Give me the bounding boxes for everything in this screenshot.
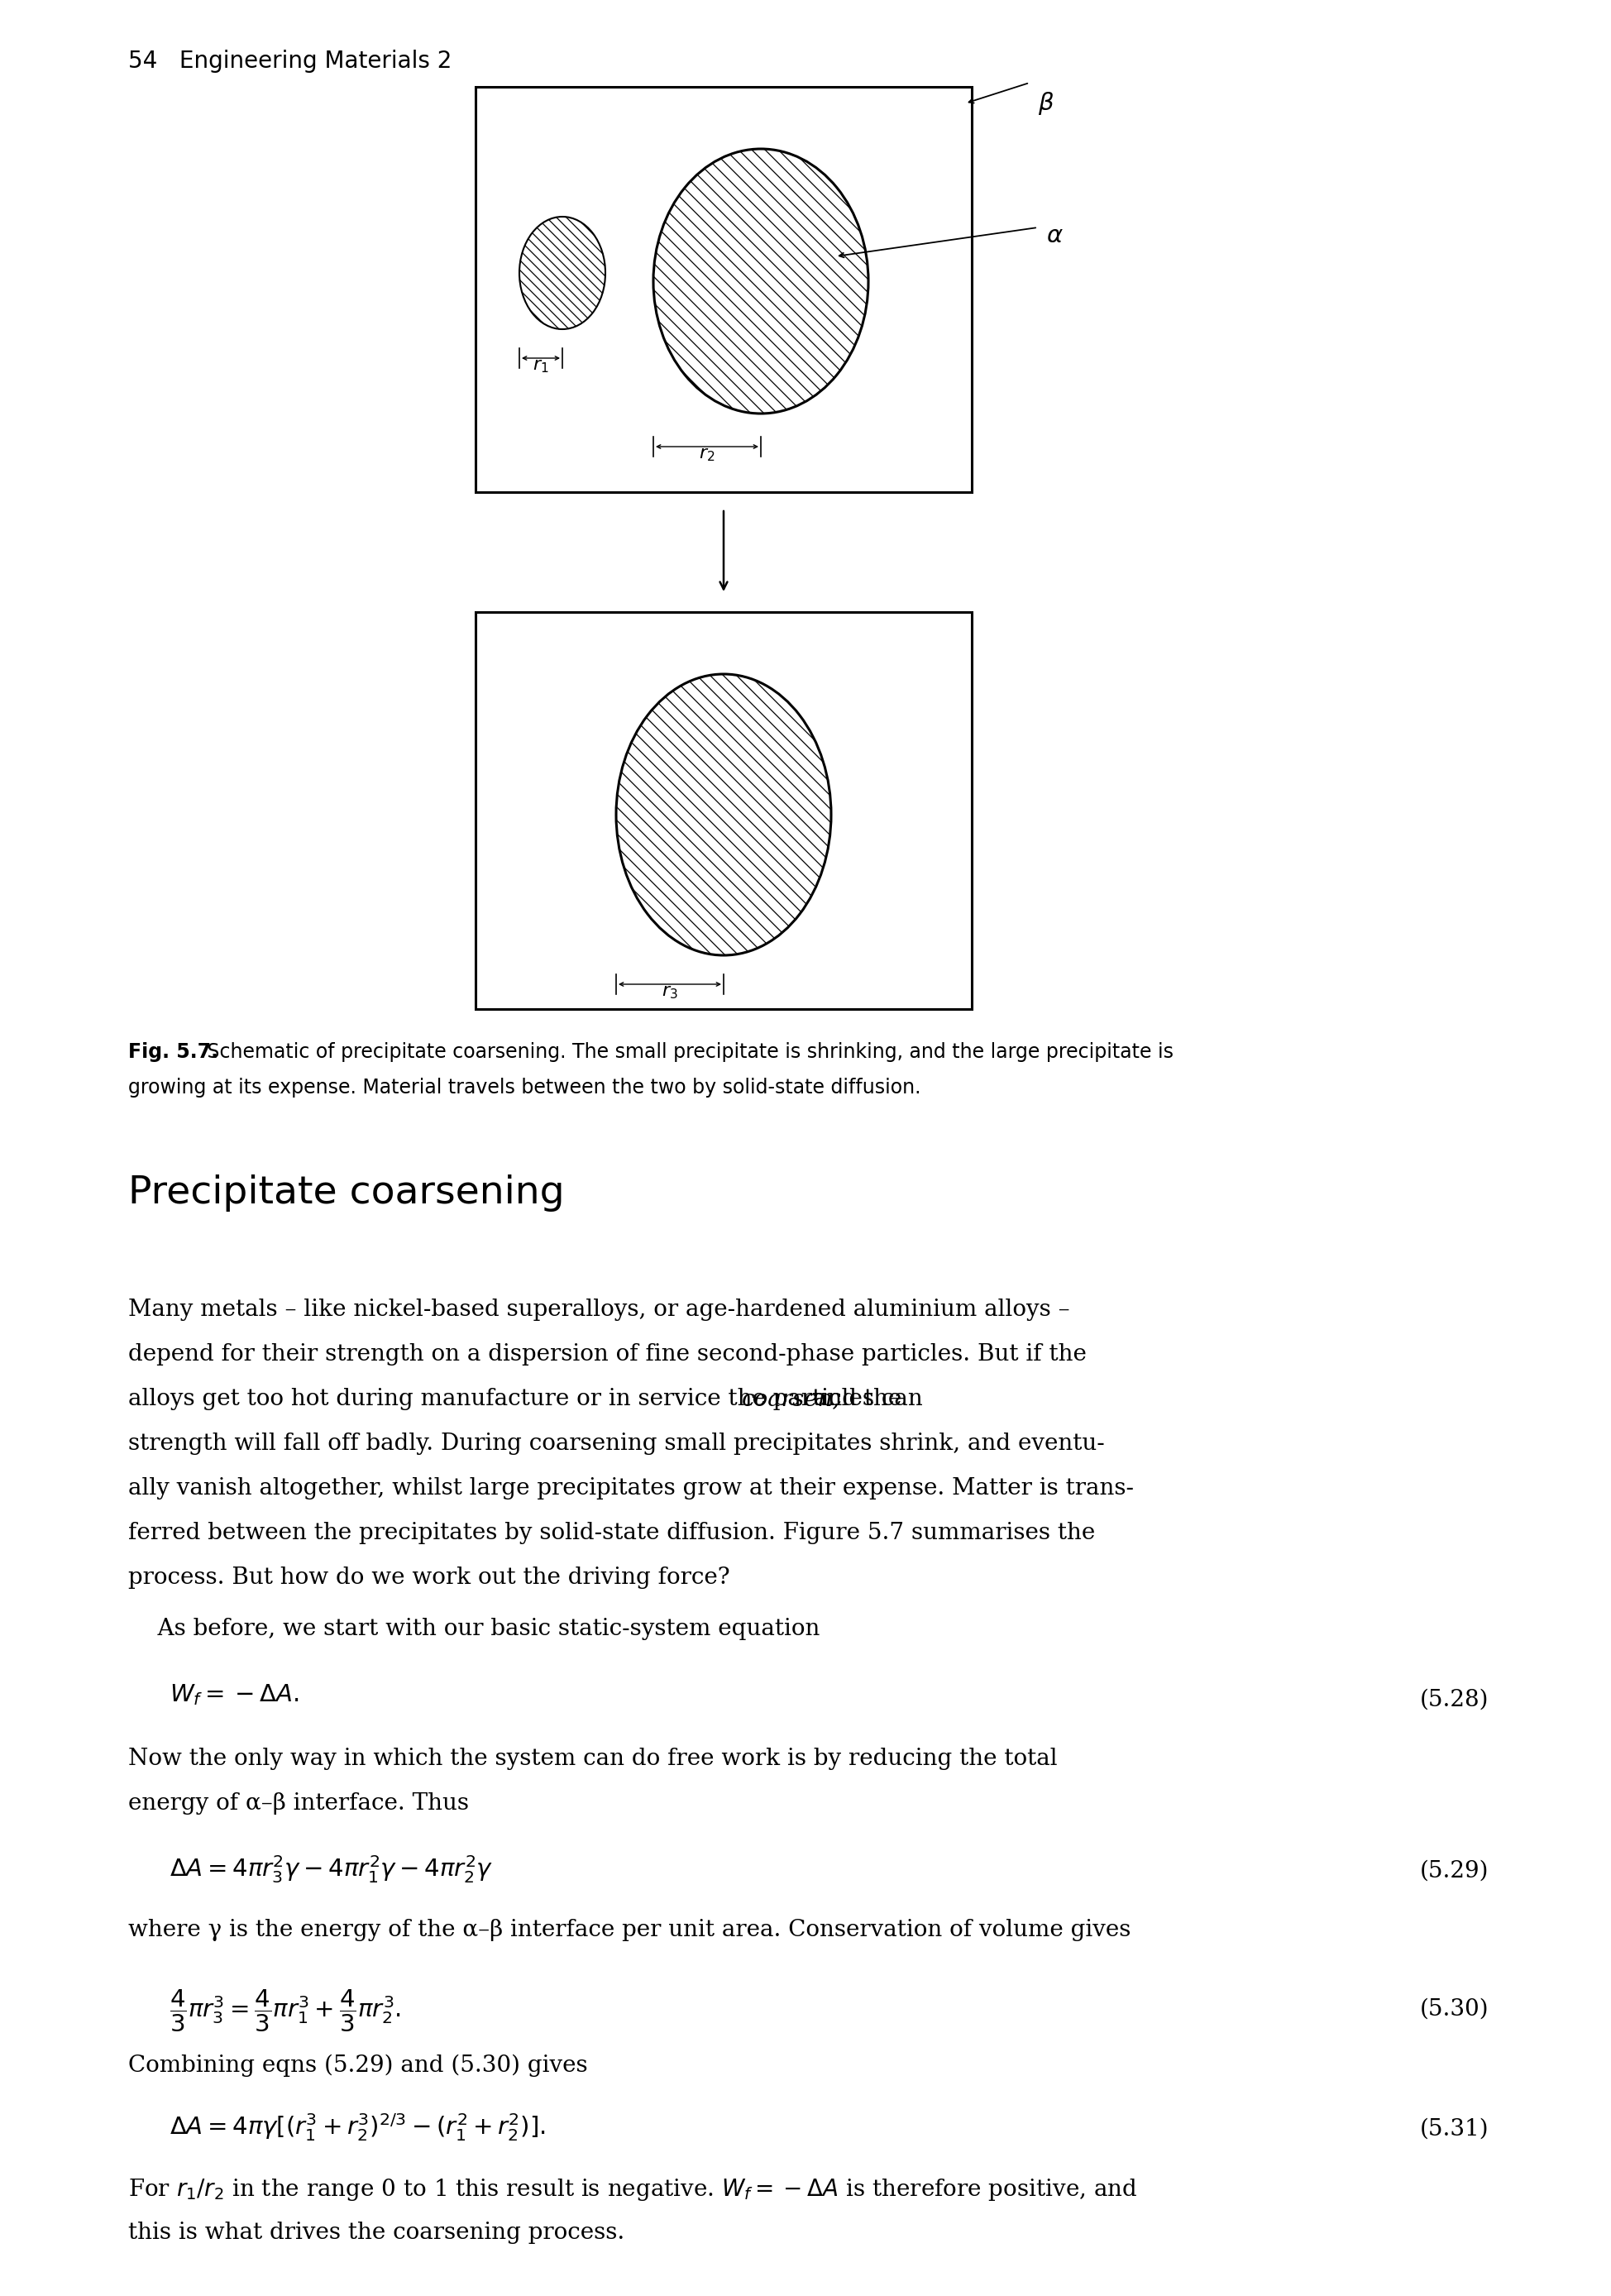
- Text: depend for their strength on a dispersion of fine second-phase particles. But if: depend for their strength on a dispersio…: [129, 1343, 1086, 1366]
- Text: $\beta$: $\beta$: [1037, 90, 1054, 117]
- Text: 54   Engineering Materials 2: 54 Engineering Materials 2: [129, 51, 451, 73]
- Text: $r_2$: $r_2$: [699, 445, 715, 464]
- Text: (5.29): (5.29): [1419, 1860, 1489, 1883]
- Text: Fig. 5.7.: Fig. 5.7.: [129, 1042, 217, 1063]
- Text: strength will fall off badly. During coarsening small precipitates shrink, and e: strength will fall off badly. During coa…: [129, 1433, 1104, 1456]
- Text: where γ is the energy of the α–β interface per unit area. Conservation of volume: where γ is the energy of the α–β interfa…: [129, 1919, 1131, 1940]
- Text: and the: and the: [806, 1387, 902, 1410]
- Text: $\Delta A = 4\pi r_3^2\gamma - 4\pi r_1^2\gamma - 4\pi r_2^2\gamma$: $\Delta A = 4\pi r_3^2\gamma - 4\pi r_1^…: [169, 1853, 493, 1885]
- Text: Schematic of precipitate coarsening. The small precipitate is shrinking, and the: Schematic of precipitate coarsening. The…: [201, 1042, 1173, 1063]
- Text: alloys get too hot during manufacture or in service the particles can: alloys get too hot during manufacture or…: [129, 1387, 930, 1410]
- Text: ally vanish altogether, whilst large precipitates grow at their expense. Matter : ally vanish altogether, whilst large pre…: [129, 1476, 1133, 1499]
- Text: (5.30): (5.30): [1419, 1998, 1489, 2020]
- Text: Now the only way in which the system can do free work is by reducing the total: Now the only way in which the system can…: [129, 1747, 1057, 1770]
- Text: (5.28): (5.28): [1419, 1690, 1489, 1711]
- Bar: [475, 87, 971, 491]
- Bar: [475, 613, 971, 1008]
- Text: growing at its expense. Material travels between the two by solid-state diffusio: growing at its expense. Material travels…: [129, 1077, 920, 1097]
- Text: $r_1$: $r_1$: [533, 356, 549, 374]
- Text: Combining eqns (5.29) and (5.30) gives: Combining eqns (5.29) and (5.30) gives: [129, 2055, 588, 2078]
- Text: $\alpha$: $\alpha$: [1046, 225, 1063, 248]
- Text: For $r_1/r_2$ in the range 0 to 1 this result is negative. $W_f = -\Delta A$ is : For $r_1/r_2$ in the range 0 to 1 this r…: [129, 2177, 1137, 2202]
- Text: Precipitate coarsening: Precipitate coarsening: [129, 1176, 564, 1212]
- Text: Many metals – like nickel-based superalloys, or age-hardened aluminium alloys –: Many metals – like nickel-based superall…: [129, 1300, 1070, 1320]
- Text: (5.31): (5.31): [1419, 2119, 1489, 2140]
- Text: $r_3$: $r_3$: [662, 983, 678, 1001]
- Text: $\dfrac{4}{3}\pi r_3^3 = \dfrac{4}{3}\pi r_1^3 + \dfrac{4}{3}\pi r_2^3.$: $\dfrac{4}{3}\pi r_3^3 = \dfrac{4}{3}\pi…: [169, 1988, 401, 2034]
- Text: $W_f = -\Delta A.$: $W_f = -\Delta A.$: [169, 1683, 298, 1706]
- Text: energy of α–β interface. Thus: energy of α–β interface. Thus: [129, 1793, 469, 1814]
- Text: $\Delta A = 4\pi\gamma[(r_1^3 + r_2^3)^{2/3} - (r_1^2 + r_2^2)].$: $\Delta A = 4\pi\gamma[(r_1^3 + r_2^3)^{…: [169, 2112, 545, 2142]
- Text: ferred between the precipitates by solid-state diffusion. Figure 5.7 summarises : ferred between the precipitates by solid…: [129, 1522, 1094, 1545]
- Text: coarsen,: coarsen,: [741, 1387, 839, 1410]
- Text: this is what drives the coarsening process.: this is what drives the coarsening proce…: [129, 2223, 625, 2243]
- Text: process. But how do we work out the driving force?: process. But how do we work out the driv…: [129, 1566, 730, 1589]
- Text: As before, we start with our basic static-system equation: As before, we start with our basic stati…: [129, 1619, 820, 1639]
